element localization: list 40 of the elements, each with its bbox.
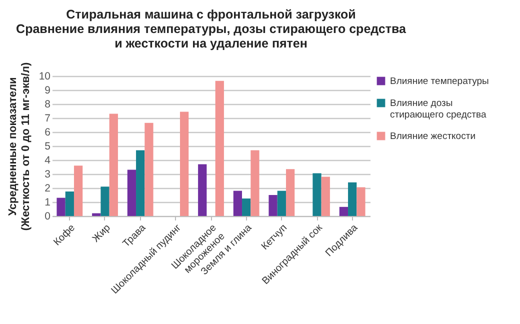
y-axis-title: Усредненные показатели (Жесткость от 0 до 11 мг-экв/л) [6,62,32,231]
bar [65,192,74,216]
bar [356,187,366,216]
bar [136,150,145,216]
legend-label: Влияние температуры [390,76,490,87]
bar [312,173,322,216]
y-tick-label: 10 [38,70,51,82]
bar [198,164,207,216]
y-tick-label: 7 [44,112,51,124]
bar [92,213,101,216]
y-tick-label: 1 [44,196,51,208]
legend-label: Влияние дозы стирающего средства [390,98,487,120]
chart-title: Стиральная машина с фронтальной загрузкой Сравнение влияния температуры, дозы стирающего средства и жесткости на удаление пятен [16,7,407,50]
bar [56,198,66,216]
bar [348,182,357,216]
bar [215,80,224,216]
bar [242,198,251,216]
bar [233,190,242,216]
bar [144,122,154,216]
bar [286,169,295,216]
bar [339,206,348,216]
y-tick-label: 4 [44,154,51,166]
y-tick-label: 2 [44,182,51,194]
y-tick-label: 9 [44,84,51,96]
legend-label: Влияние жесткости [390,131,476,142]
y-tick-label: 0 [44,210,51,222]
y-tick-label: 3 [44,168,51,180]
bar [321,176,330,216]
bar [250,150,260,216]
bar [100,186,110,216]
bar [109,114,118,216]
y-tick-label: 6 [44,126,51,138]
bar [277,190,286,216]
y-tick-label: 5 [44,140,51,152]
x-tick-label: Жир [90,222,114,245]
bar [127,170,136,216]
bar [74,166,83,216]
bar [268,195,278,216]
bar [180,112,189,216]
y-tick-label: 8 [44,98,51,110]
